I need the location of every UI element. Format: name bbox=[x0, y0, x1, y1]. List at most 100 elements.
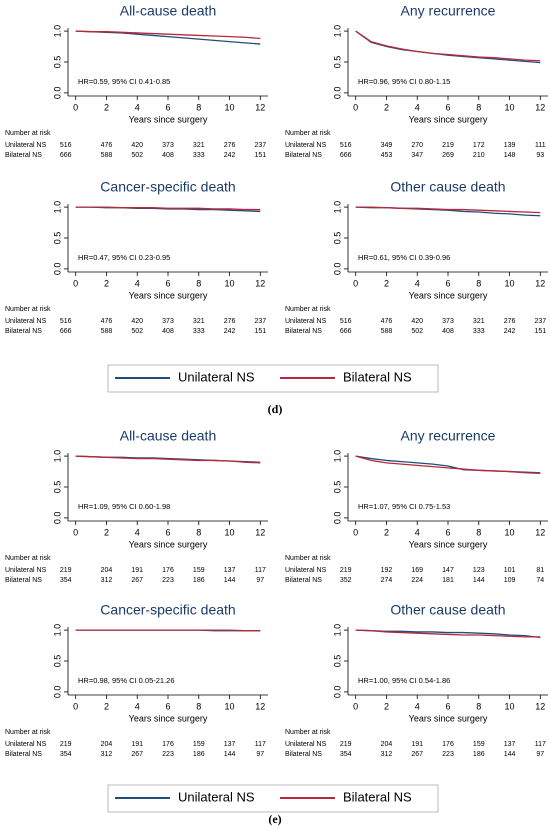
x-tick-label: 2 bbox=[384, 102, 389, 112]
annotation: HR=1.09, 95% CI 0.60-1.98 bbox=[78, 502, 170, 511]
y-tick-label: 1.0 bbox=[52, 201, 62, 214]
risk-value: 191 bbox=[411, 741, 423, 748]
risk-value: 267 bbox=[411, 751, 423, 758]
x-tick-label: 12 bbox=[535, 278, 545, 288]
risk-value: 354 bbox=[60, 577, 72, 584]
y-tick-label: 1.0 bbox=[52, 450, 62, 463]
risk-value: 666 bbox=[340, 152, 352, 159]
x-axis-label: Years since surgery bbox=[409, 539, 488, 549]
x-tick-label: 4 bbox=[135, 102, 140, 112]
legend-box bbox=[107, 364, 439, 393]
risk-value: 408 bbox=[442, 328, 454, 335]
chart-title: Any recurrence bbox=[401, 428, 496, 444]
risk-value: 237 bbox=[254, 142, 266, 149]
y-tick-label: 1.0 bbox=[332, 201, 342, 214]
x-axis-label: Years since surgery bbox=[129, 539, 208, 549]
chart-title: Cancer-specific death bbox=[100, 602, 235, 618]
risk-value: 242 bbox=[224, 152, 236, 159]
risk-table-title: Number at risk bbox=[285, 555, 331, 562]
risk-value: 408 bbox=[162, 328, 174, 335]
risk-value: 144 bbox=[504, 751, 516, 758]
x-tick-label: 2 bbox=[104, 527, 109, 537]
annotation: HR=0.59, 95% CI 0.41-0.85 bbox=[78, 77, 170, 86]
risk-value: 516 bbox=[60, 142, 72, 149]
x-tick-label: 6 bbox=[445, 102, 450, 112]
chart-title: Other cause death bbox=[390, 179, 505, 195]
risk-table-title: Number at risk bbox=[285, 729, 331, 736]
risk-value: 276 bbox=[504, 318, 516, 325]
risk-value: 97 bbox=[536, 751, 544, 758]
x-tick-label: 0 bbox=[73, 701, 78, 711]
survival-curve bbox=[355, 629, 541, 638]
panel-label: (d) bbox=[268, 402, 283, 416]
risk-value: 373 bbox=[162, 142, 174, 149]
risk-value: 352 bbox=[340, 577, 352, 584]
risk-value: 502 bbox=[131, 328, 143, 335]
x-tick-label: 2 bbox=[384, 701, 389, 711]
x-tick-label: 10 bbox=[225, 701, 235, 711]
risk-value: 223 bbox=[442, 751, 454, 758]
x-tick-label: 4 bbox=[415, 102, 420, 112]
x-tick-label: 12 bbox=[535, 102, 545, 112]
risk-value: 219 bbox=[60, 567, 72, 574]
risk-value: 192 bbox=[381, 567, 393, 574]
x-tick-label: 0 bbox=[353, 527, 358, 537]
risk-value: 137 bbox=[504, 741, 516, 748]
x-axis-label: Years since surgery bbox=[129, 114, 208, 124]
risk-value: 159 bbox=[193, 741, 205, 748]
annotation: HR=0.47, 95% CI 0.23-0.95 bbox=[78, 253, 170, 262]
y-tick-label: 0.0 bbox=[332, 87, 342, 100]
chart-title: Other cause death bbox=[390, 602, 505, 618]
survival-curve bbox=[355, 206, 541, 214]
risk-value: 117 bbox=[255, 741, 266, 748]
x-tick-label: 10 bbox=[225, 278, 235, 288]
survival-curve bbox=[75, 629, 261, 632]
risk-value: 312 bbox=[101, 751, 113, 758]
annotation: HR=1.07, 95% CI 0.75-1.53 bbox=[358, 502, 450, 511]
risk-value: 144 bbox=[473, 577, 485, 584]
survival-curve bbox=[355, 30, 541, 62]
risk-value: 373 bbox=[162, 318, 174, 325]
x-tick-label: 10 bbox=[505, 278, 515, 288]
x-tick-label: 8 bbox=[476, 527, 481, 537]
risk-value: 176 bbox=[162, 741, 174, 748]
risk-value: 516 bbox=[340, 142, 352, 149]
risk-value: 204 bbox=[101, 741, 113, 748]
x-tick-label: 0 bbox=[73, 278, 78, 288]
risk-value: 666 bbox=[340, 328, 352, 335]
x-axis-label: Years since surgery bbox=[409, 713, 488, 723]
legend-label: Bilateral NS bbox=[343, 369, 412, 384]
risk-table-title: Number at risk bbox=[5, 130, 51, 137]
risk-value: 204 bbox=[381, 741, 393, 748]
risk-table-title: Number at risk bbox=[5, 306, 51, 313]
risk-value: 223 bbox=[162, 577, 174, 584]
risk-value: 666 bbox=[60, 328, 72, 335]
x-tick-label: 8 bbox=[196, 278, 201, 288]
risk-value: 242 bbox=[504, 328, 516, 335]
risk-value: 347 bbox=[411, 152, 423, 159]
survival-curve bbox=[75, 206, 261, 211]
y-tick-label: 0.0 bbox=[332, 512, 342, 525]
risk-value: 181 bbox=[442, 577, 454, 584]
risk-value: 333 bbox=[193, 152, 205, 159]
legend-label: Unilateral NS bbox=[178, 789, 255, 804]
risk-row-label: Bilateral NS bbox=[5, 577, 42, 584]
risk-value: 159 bbox=[473, 741, 485, 748]
x-tick-label: 0 bbox=[353, 102, 358, 112]
y-tick-label: 1.0 bbox=[332, 25, 342, 38]
risk-value: 588 bbox=[381, 328, 393, 335]
x-tick-label: 0 bbox=[73, 102, 78, 112]
risk-value: 117 bbox=[535, 741, 546, 748]
risk-value: 151 bbox=[254, 328, 266, 335]
x-tick-label: 6 bbox=[165, 701, 170, 711]
risk-value: 354 bbox=[340, 751, 352, 758]
y-tick-label: 0.5 bbox=[332, 56, 342, 69]
risk-value: 408 bbox=[162, 152, 174, 159]
y-tick-label: 0.0 bbox=[52, 263, 62, 276]
risk-value: 588 bbox=[101, 328, 113, 335]
risk-value: 420 bbox=[131, 318, 143, 325]
risk-value: 476 bbox=[101, 318, 113, 325]
risk-value: 219 bbox=[340, 741, 352, 748]
risk-row-label: Bilateral NS bbox=[5, 152, 42, 159]
